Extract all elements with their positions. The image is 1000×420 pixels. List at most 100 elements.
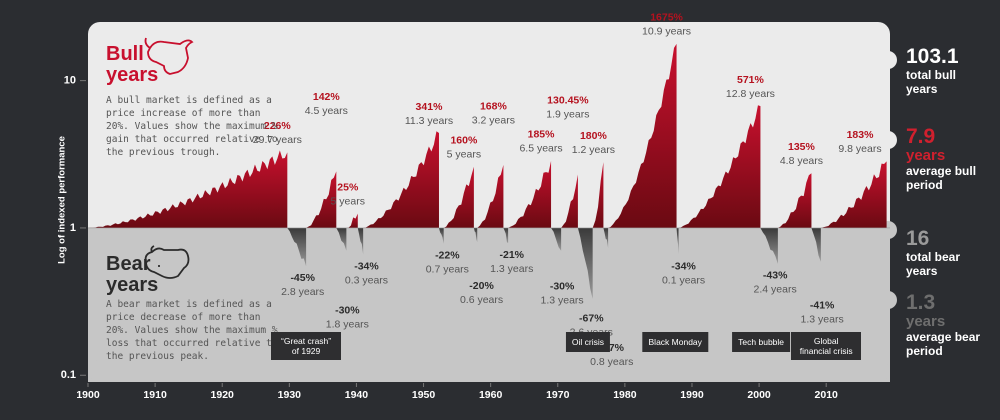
event-box: Global financial crisis — [791, 332, 862, 360]
bear-panel-corner — [88, 360, 890, 382]
bear-market — [503, 227, 509, 244]
y-tick-label: 1 — [70, 222, 76, 234]
duration-label: 0.7 years — [426, 264, 469, 276]
stat-text: average bull period — [906, 164, 977, 192]
stat-value: 16 — [906, 227, 930, 250]
duration-label: 4.5 years — [305, 105, 348, 117]
y-tick-label: 0.1 — [61, 369, 76, 381]
bull-market — [592, 162, 604, 228]
stat-text: average bear period — [906, 330, 981, 358]
duration-label: 0.1 years — [662, 274, 705, 286]
bear-value-label: -41% — [810, 299, 835, 311]
bull-market — [561, 174, 578, 228]
bear-description: A bear market is defined as a price decr… — [106, 299, 278, 362]
x-tick-label: 1920 — [211, 389, 235, 401]
panel-tab — [879, 291, 897, 309]
duration-label: 4.8 years — [780, 155, 823, 167]
bull-market — [777, 173, 812, 228]
stat-value: 7.9 — [906, 125, 936, 148]
bull-value-label: 183% — [847, 129, 875, 141]
duration-label: 0.3 years — [345, 274, 388, 286]
y-tick-label: 10 — [64, 75, 76, 87]
stat-text: total bear years — [906, 250, 961, 278]
duration-label: 1.3 years — [490, 263, 533, 275]
bear-value-label: -34% — [354, 260, 379, 272]
x-tick-label: 1950 — [412, 389, 436, 401]
stat-value: 103.1 — [906, 45, 959, 68]
duration-label: 2.8 years — [281, 286, 324, 298]
x-tick-label: 1940 — [345, 389, 369, 401]
stat: 1.3 years average bear period — [906, 291, 984, 359]
stat: 7.9 years average bull period — [906, 125, 984, 193]
event-box: Oil crisis — [565, 332, 611, 352]
bull-market — [477, 164, 504, 228]
panel-tab — [879, 131, 897, 149]
bear-market — [357, 227, 364, 255]
bull-value-label: 135% — [788, 141, 816, 153]
bear-market — [603, 227, 609, 249]
bear-market — [473, 227, 478, 243]
bull-heading: Bull years — [106, 43, 159, 86]
bull-value-label: 130.45% — [547, 94, 589, 106]
bear-value-label: -22% — [435, 250, 460, 262]
x-tick-label: 1980 — [613, 389, 637, 401]
x-tick-label: 2010 — [815, 389, 839, 401]
duration-label: 6.5 years — [519, 143, 562, 155]
bull-value-label: 180% — [580, 130, 608, 142]
event-box: Black Monday — [642, 332, 708, 352]
duration-label: 1.9 years — [546, 108, 589, 120]
duration-label: 5 years — [331, 195, 365, 207]
bull-market — [88, 150, 288, 228]
duration-label: 9.8 years — [838, 143, 881, 155]
bull-value-label: 168% — [480, 101, 508, 113]
bear-market — [760, 227, 778, 264]
bear-value-label: -21% — [499, 249, 524, 261]
duration-label: 5 years — [447, 149, 481, 161]
bear-panel — [88, 228, 890, 382]
x-tick-label: 1910 — [143, 389, 167, 401]
x-tick-label: 2000 — [747, 389, 771, 401]
duration-label: 12.8 years — [726, 88, 775, 100]
bear-value-label: -43% — [763, 270, 788, 282]
stat-value: 1.3 — [906, 291, 936, 314]
bear-value-label: -34% — [671, 260, 696, 272]
bear-market — [577, 227, 593, 299]
bull-icon — [144, 37, 194, 75]
stat-unit: years — [906, 147, 946, 164]
bear-value-label: -30% — [335, 305, 360, 317]
bull-value-label: 1675% — [650, 12, 683, 24]
duration-label: 11.3 years — [405, 115, 453, 127]
duration-label: 1.8 years — [326, 319, 369, 331]
bear-market — [336, 227, 347, 251]
duration-label: 29.7 years — [253, 134, 302, 146]
bull-value-label: 226% — [264, 120, 292, 132]
bear-value-label: -20% — [469, 280, 494, 292]
bear-market — [287, 227, 307, 267]
bull-value-label: 160% — [450, 135, 478, 147]
duration-label: 0.8 years — [590, 356, 633, 368]
y-axis-label: Log of indexed performance — [57, 136, 68, 264]
bull-value-label: 571% — [737, 74, 765, 86]
bear-value-label: -67% — [579, 313, 604, 325]
bull-value-label: 341% — [416, 101, 444, 113]
bull-market — [306, 171, 337, 228]
duration-label: 3.2 years — [472, 115, 515, 127]
bear-icon — [144, 245, 190, 279]
bull-market — [508, 160, 552, 228]
bull-market — [820, 161, 887, 228]
bear-value-label: -45% — [290, 272, 315, 284]
duration-label: 0.6 years — [460, 294, 503, 306]
bull-market — [363, 131, 439, 228]
bull-market — [678, 105, 761, 228]
bull-market — [608, 43, 677, 228]
bull-description: A bull market is defined as a price incr… — [106, 95, 278, 158]
stat: 103.1 total bull years — [906, 45, 984, 97]
bull-value-label: 185% — [528, 129, 556, 141]
duration-label: 1.3 years — [540, 295, 583, 307]
bear-market — [676, 227, 679, 255]
duration-label: 1.3 years — [801, 313, 844, 325]
bull-value-label: 142% — [313, 91, 341, 103]
x-tick-label: 1900 — [76, 389, 100, 401]
